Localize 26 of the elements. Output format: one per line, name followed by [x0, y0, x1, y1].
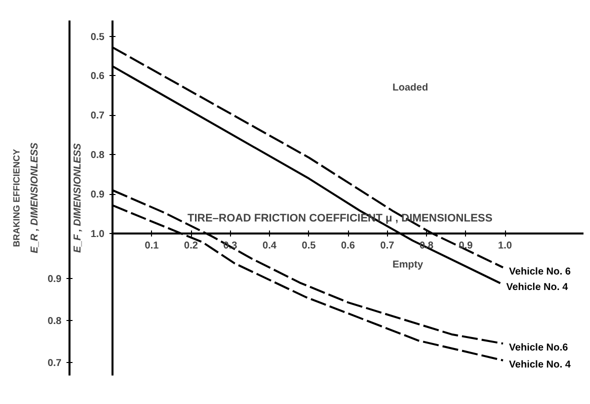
x-tick-label: 0.7	[380, 240, 395, 252]
y-axis-title: E_F , DIMENSIONLESS	[72, 142, 84, 253]
x-tick-label: 0.4	[262, 240, 277, 252]
y-tick-label: 0.9	[90, 190, 105, 201]
y2-tick-label: 0.8	[48, 316, 62, 327]
y-tick-label: 0.7	[90, 110, 105, 122]
x-tick-label: 0.9	[458, 240, 474, 252]
series-label: Vehicle No. 4	[506, 282, 568, 294]
series-label: Vehicle No.6	[509, 342, 568, 354]
series-label: Vehicle No. 4	[509, 359, 572, 370]
y-tick-label: 0.5	[90, 32, 105, 43]
y2-axis-title: E_R , DIMENSIONLESS	[30, 142, 41, 254]
x-tick-label: 0.2	[184, 240, 198, 252]
y-tick-label: 1.0	[90, 229, 105, 240]
y2-tick-label: 0.9	[48, 274, 62, 285]
x-tick-label: 0.6	[341, 240, 356, 252]
y-tick-label: 0.6	[90, 71, 105, 82]
y-tick-label: 0.8	[90, 150, 105, 162]
x-tick-label: 0.1	[144, 240, 160, 252]
x-tick-label: 1.0	[498, 240, 512, 252]
x-tick-label: 0.5	[302, 240, 316, 252]
series-label: Vehicle No. 6	[509, 266, 572, 278]
annotation: Empty	[392, 260, 424, 270]
y2-tick-label: 0.7	[48, 358, 62, 369]
annotation: Loaded	[392, 82, 428, 94]
text: BRAKING EFFICIENCY	[12, 148, 22, 247]
